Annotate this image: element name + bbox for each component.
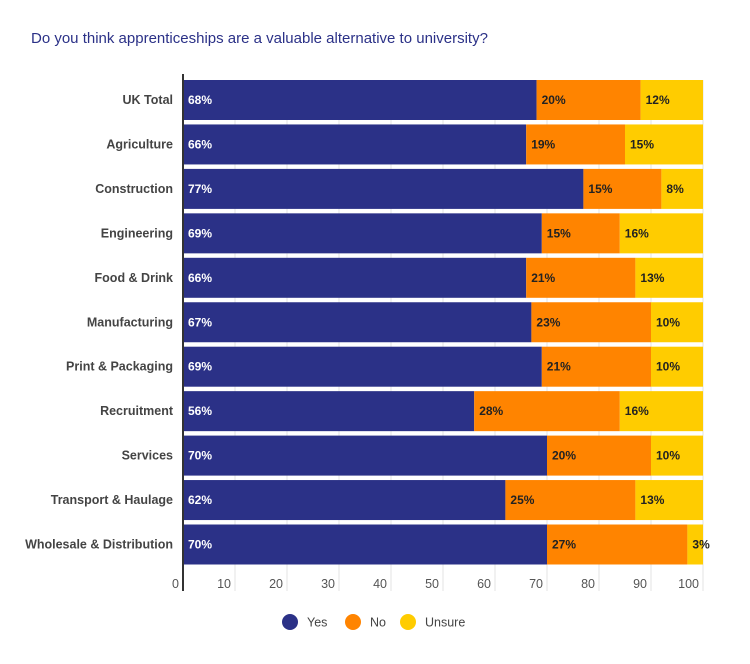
bar-no [474,391,620,432]
legend-label: Yes [307,616,327,630]
data-label: 15% [588,182,612,196]
legend-marker-unsure [400,614,416,630]
bar-no [547,524,688,565]
bar-yes [183,80,537,120]
data-label: 12% [646,93,670,107]
data-label: 21% [531,271,555,285]
bar-unsure [619,213,703,254]
data-label: 3% [692,538,710,552]
bar-unsure [619,391,703,432]
data-label: 77% [188,182,212,196]
data-label: 70% [188,538,212,552]
data-label: 70% [188,449,212,463]
data-label: 56% [188,404,212,418]
x-tick-label: 60 [477,577,491,591]
legend-label: Unsure [425,616,465,630]
data-label: 20% [542,93,566,107]
category-label: Services [122,449,173,463]
bar-unsure [625,124,703,165]
category-label: Manufacturing [87,315,173,329]
bar-no [505,480,636,521]
bar-yes [183,480,506,521]
legend-label: No [370,616,386,630]
data-label: 23% [536,315,560,329]
bar-yes [183,168,584,209]
x-tick-label: 40 [373,577,387,591]
x-tick-label: 0 [172,577,179,591]
category-label: Agriculture [106,137,173,151]
bar-yes [183,346,542,387]
data-label: 15% [547,226,571,240]
bar-unsure [635,480,703,521]
x-tick-label: 10 [217,577,231,591]
data-label: 20% [552,449,576,463]
bar-yes [183,524,547,565]
bar-unsure [687,524,703,565]
data-label: 10% [656,315,680,329]
data-label: 69% [188,360,212,374]
bar-no [541,346,651,387]
bar-no [547,435,651,476]
data-label: 66% [188,137,212,151]
x-tick-label: 90 [633,577,647,591]
data-label: 28% [479,404,503,418]
data-label: 15% [630,137,654,151]
data-label: 13% [640,493,664,507]
x-tick-label: 20 [269,577,283,591]
category-label: Wholesale & Distribution [25,538,173,552]
bar-yes [183,435,547,476]
data-label: 8% [666,182,684,196]
data-label: 10% [656,360,680,374]
data-label: 67% [188,315,212,329]
bar-yes [183,391,475,432]
bar-unsure [640,80,703,120]
data-label: 69% [188,226,212,240]
data-label: 16% [625,404,649,418]
category-label: Transport & Haulage [51,493,173,507]
x-tick-label: 30 [321,577,335,591]
bar-no [531,302,651,343]
bar-yes [183,213,542,254]
data-label: 13% [640,271,664,285]
category-label: Print & Packaging [66,360,173,374]
x-tick-label: 80 [581,577,595,591]
bar-yes [183,302,532,343]
bar-yes [183,257,527,298]
data-label: 10% [656,449,680,463]
legend-marker-yes [282,614,298,630]
data-label: 25% [510,493,534,507]
bar-unsure [651,435,703,476]
x-tick-label: 70 [529,577,543,591]
bar-unsure [651,346,703,387]
category-label: Engineering [101,226,173,240]
bar-no [583,168,662,209]
data-label: 21% [547,360,571,374]
chart-title: Do you think apprenticeships are a valua… [31,30,488,47]
bar-unsure [651,302,703,343]
category-label: Construction [95,182,173,196]
bar-no [526,124,625,165]
bar-no [536,80,641,120]
category-label: Food & Drink [95,271,174,285]
data-label: 68% [188,93,212,107]
bar-no [526,257,636,298]
x-tick-label: 100 [678,577,699,591]
bar-yes [183,124,527,165]
data-label: 19% [531,137,555,151]
data-label: 16% [625,226,649,240]
data-label: 27% [552,538,576,552]
category-label: Recruitment [100,404,174,418]
x-tick-label: 50 [425,577,439,591]
category-label: UK Total [123,93,173,107]
bar-no [541,213,620,254]
data-label: 66% [188,271,212,285]
legend-marker-no [345,614,361,630]
bar-unsure [661,168,703,209]
bar-unsure [635,257,703,298]
data-label: 62% [188,493,212,507]
